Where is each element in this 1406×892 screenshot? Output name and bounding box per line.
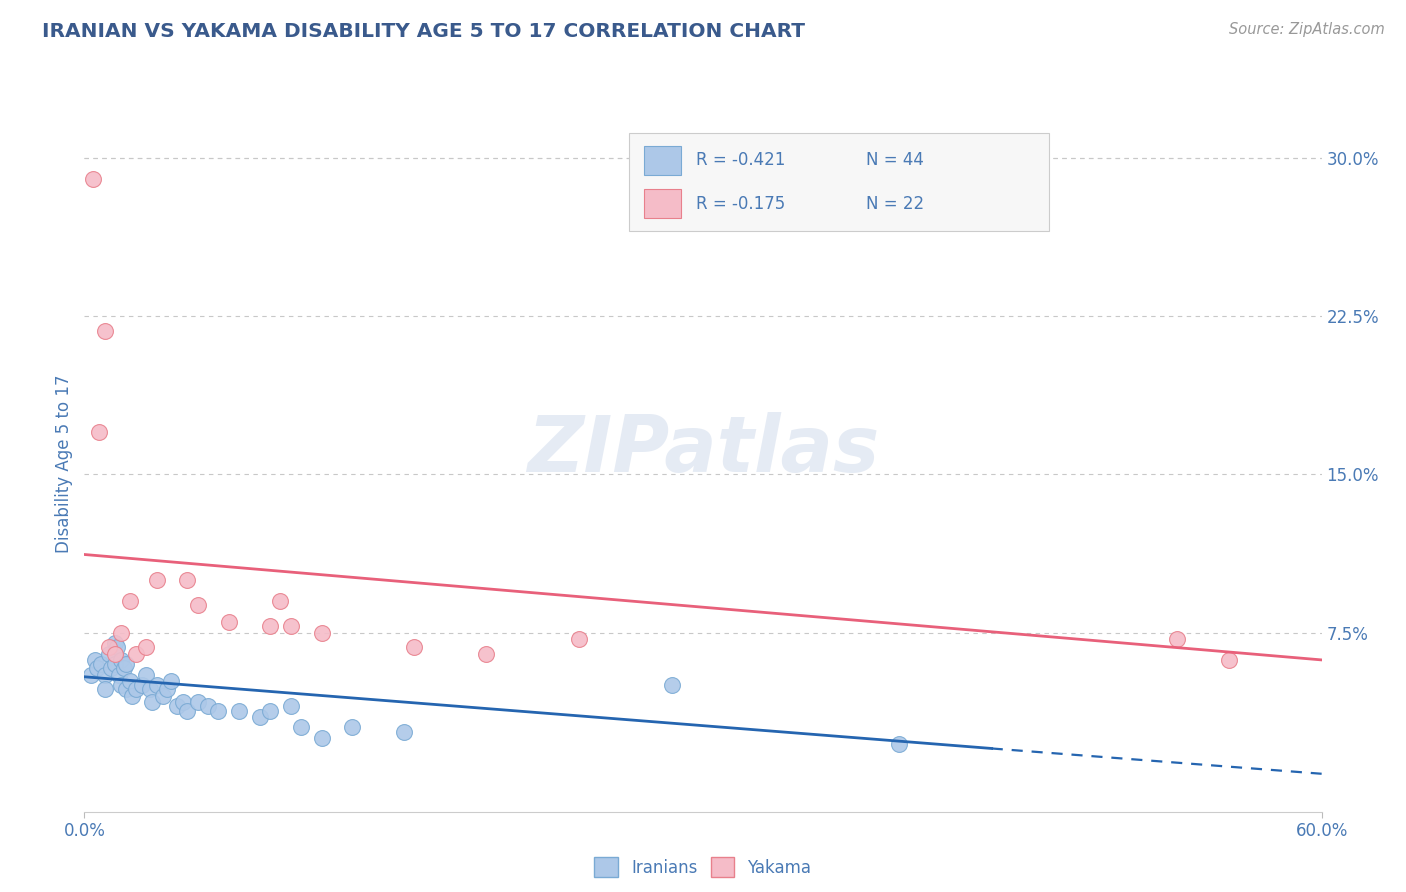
Text: R = -0.175: R = -0.175: [696, 194, 785, 212]
Point: [98, 647, 121, 661]
Point: [311, 731, 333, 745]
Point: [152, 689, 174, 703]
FancyBboxPatch shape: [628, 134, 1049, 231]
Text: N = 22: N = 22: [866, 194, 925, 212]
Point: [475, 647, 498, 661]
Point: [112, 661, 135, 675]
Point: [105, 640, 128, 655]
Text: Source: ZipAtlas.com: Source: ZipAtlas.com: [1229, 22, 1385, 37]
Legend: Iranians, Yakama: Iranians, Yakama: [588, 851, 818, 883]
Point: [125, 682, 148, 697]
Point: [79, 667, 101, 681]
Point: [104, 647, 127, 661]
Point: [135, 640, 157, 655]
Point: [114, 657, 136, 672]
Point: [259, 619, 281, 633]
Point: [82, 172, 104, 186]
Text: N = 44: N = 44: [866, 152, 924, 169]
Point: [110, 653, 132, 667]
Point: [187, 695, 209, 709]
Point: [145, 573, 167, 587]
Point: [172, 695, 194, 709]
Point: [342, 720, 364, 734]
Point: [280, 699, 302, 714]
Point: [290, 720, 312, 734]
Point: [661, 678, 683, 692]
Point: [1218, 653, 1240, 667]
Point: [108, 667, 131, 681]
Point: [114, 682, 136, 697]
Point: [176, 573, 198, 587]
Point: [94, 667, 117, 681]
Point: [94, 324, 117, 338]
Point: [118, 673, 141, 688]
Point: [125, 647, 148, 661]
Text: IRANIAN VS YAKAMA DISABILITY AGE 5 TO 17 CORRELATION CHART: IRANIAN VS YAKAMA DISABILITY AGE 5 TO 17…: [42, 22, 806, 41]
Point: [311, 625, 333, 640]
Point: [98, 640, 121, 655]
Point: [269, 594, 291, 608]
Point: [100, 661, 122, 675]
Point: [249, 710, 271, 724]
Point: [207, 704, 229, 718]
Point: [392, 724, 415, 739]
Point: [135, 667, 157, 681]
Point: [104, 636, 127, 650]
Point: [118, 594, 141, 608]
Point: [86, 661, 108, 675]
Point: [197, 699, 219, 714]
Point: [176, 704, 198, 718]
Point: [160, 673, 183, 688]
Text: R = -0.421: R = -0.421: [696, 152, 785, 169]
Point: [887, 737, 910, 751]
Point: [83, 653, 105, 667]
Point: [218, 615, 240, 629]
Point: [259, 704, 281, 718]
Point: [131, 678, 153, 692]
Point: [121, 689, 143, 703]
Point: [156, 682, 179, 697]
Point: [568, 632, 591, 646]
Point: [141, 695, 163, 709]
Point: [104, 657, 127, 672]
FancyBboxPatch shape: [644, 189, 681, 219]
Point: [1166, 632, 1188, 646]
Point: [145, 678, 167, 692]
Point: [228, 704, 250, 718]
Point: [139, 682, 162, 697]
Point: [110, 678, 132, 692]
Point: [404, 640, 426, 655]
Point: [280, 619, 302, 633]
Point: [87, 425, 110, 440]
Text: ZIPatlas: ZIPatlas: [527, 412, 879, 488]
FancyBboxPatch shape: [644, 146, 681, 175]
Point: [187, 598, 209, 612]
Point: [110, 625, 132, 640]
Y-axis label: Disability Age 5 to 17: Disability Age 5 to 17: [55, 375, 73, 553]
Point: [94, 682, 117, 697]
Point: [90, 657, 112, 672]
Point: [166, 699, 188, 714]
